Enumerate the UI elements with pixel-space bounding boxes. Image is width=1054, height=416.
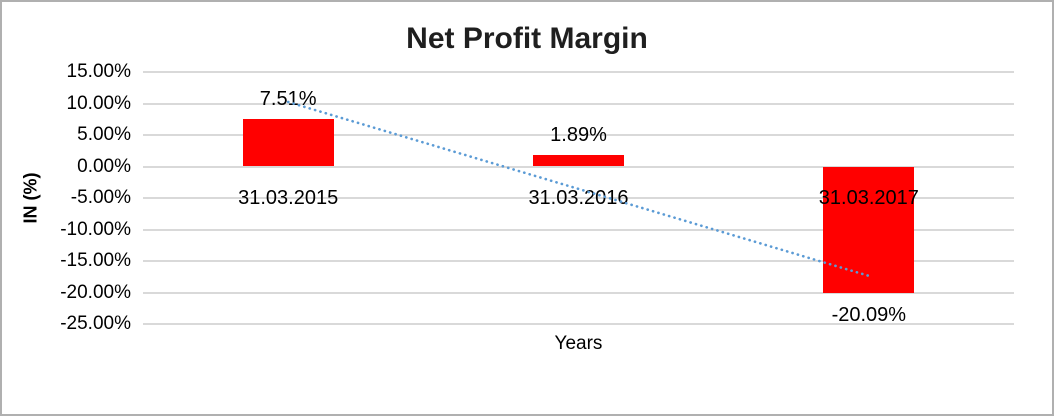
x-axis-title: Years	[554, 333, 603, 354]
data-label: 1.89%	[550, 123, 607, 146]
y-tick-label: -15.00%	[60, 250, 131, 271]
bar-31.03.2015	[242, 119, 334, 167]
plot-area: 15.00% 10.00% 5.00% 0.00% -5.00% -10.00% -15.0…	[60, 61, 1014, 334]
category-label: 31.03.2016	[528, 186, 629, 209]
y-tick-label: -25.00%	[60, 313, 131, 334]
gridline	[143, 323, 1014, 325]
gridline	[143, 71, 1014, 73]
y-tick-label: 15.00%	[66, 61, 131, 82]
category-label: 31.03.2017	[818, 186, 919, 209]
bar-31.03.2017	[823, 166, 915, 294]
y-tick-label: -20.00%	[60, 281, 131, 303]
y-tick-label: 0.00%	[77, 155, 131, 177]
y-tick-label: 5.00%	[77, 124, 131, 145]
gridline	[143, 291, 1014, 294]
data-label: -20.09%	[831, 304, 907, 327]
y-tick-label: 10.00%	[66, 92, 131, 114]
data-label: 7.51%	[259, 88, 317, 111]
y-tick-label: -10.00%	[60, 218, 131, 240]
y-tick-label: -5.00%	[70, 187, 131, 208]
bar-31.03.2016	[533, 154, 624, 167]
category-label: 31.03.2015	[238, 186, 339, 209]
chart-title: Net Profit Margin	[406, 22, 648, 55]
